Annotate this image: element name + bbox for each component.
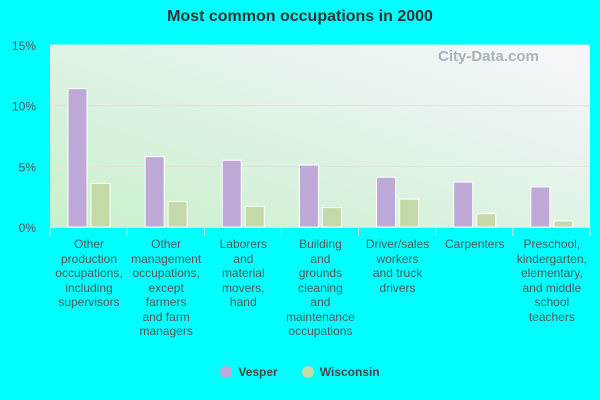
y-tick-label: 15% bbox=[12, 39, 36, 53]
x-category-label: Carpenters bbox=[437, 237, 513, 252]
bar-vesper bbox=[67, 88, 88, 228]
category-line: movers, bbox=[221, 280, 265, 295]
category-line: including bbox=[65, 280, 113, 295]
category-line: occupations, bbox=[132, 266, 200, 280]
legend-label: Wisconsin bbox=[319, 365, 380, 379]
category-line: Other bbox=[151, 237, 182, 251]
category-line: material bbox=[221, 266, 265, 280]
category-line: farmers bbox=[145, 295, 187, 309]
legend-item-vesper: Vesper bbox=[220, 365, 278, 379]
category-line: Laborers bbox=[219, 237, 267, 251]
category-line: and bbox=[310, 251, 331, 266]
category-line: occupations, bbox=[55, 266, 123, 280]
x-category-label: Driver/sales workers and truck drivers bbox=[360, 237, 436, 295]
y-tick-label: 10% bbox=[12, 100, 36, 114]
legend-swatch bbox=[301, 366, 314, 378]
legend-swatch bbox=[220, 366, 233, 378]
bar-wisconsin bbox=[321, 207, 342, 228]
bar-vesper bbox=[530, 186, 551, 228]
bar-vesper bbox=[144, 156, 165, 228]
x-category-label: Building and grounds cleaning and maintenance… bbox=[282, 237, 358, 339]
category-line: cleaning bbox=[298, 280, 343, 295]
legend-label: Vesper bbox=[238, 365, 278, 379]
x-category-label: Laborers and material movers, hand bbox=[205, 237, 281, 310]
category-line: grounds bbox=[298, 266, 343, 280]
category-line: drivers bbox=[379, 280, 416, 295]
category-line: teachers bbox=[528, 309, 575, 324]
bar-vesper bbox=[376, 176, 397, 228]
bar-vesper bbox=[298, 164, 319, 228]
bar-vesper bbox=[221, 159, 242, 228]
category-line: supervisors bbox=[58, 295, 120, 309]
plot-area bbox=[50, 45, 590, 227]
bar-wisconsin bbox=[90, 182, 111, 228]
category-line: production bbox=[60, 251, 118, 266]
bar-wisconsin bbox=[399, 198, 420, 228]
chart-title: Most common occupations in 2000 bbox=[167, 8, 433, 25]
bar-wisconsin bbox=[244, 205, 265, 228]
bar-vesper bbox=[453, 181, 474, 228]
category-line: and bbox=[310, 295, 331, 309]
category-line: managers bbox=[139, 324, 193, 338]
category-line: elementary, bbox=[520, 266, 583, 280]
x-category-label: Other production occupations, including supe… bbox=[51, 237, 127, 310]
category-line: maintenance bbox=[286, 309, 355, 324]
category-line: hand bbox=[229, 295, 257, 309]
legend-item-wisconsin: Wisconsin bbox=[301, 365, 380, 379]
category-line: except bbox=[148, 280, 184, 295]
category-line: and bbox=[233, 251, 254, 266]
category-line: occupations bbox=[288, 324, 353, 338]
category-line: management bbox=[131, 251, 202, 266]
category-line: Carpenters bbox=[445, 237, 505, 251]
watermark: City-Data.com bbox=[438, 48, 539, 65]
category-line: school bbox=[534, 295, 570, 309]
y-tick-label: 5% bbox=[19, 160, 37, 174]
category-line: and middle bbox=[522, 280, 582, 295]
category-line: Preschool, bbox=[523, 237, 581, 251]
category-line: Other bbox=[73, 237, 104, 251]
x-category-label: Other management occupations, except farmers… bbox=[128, 237, 204, 339]
bar-wisconsin bbox=[167, 201, 188, 228]
category-line: and truck bbox=[372, 266, 423, 280]
category-line: Driver/sales bbox=[365, 237, 430, 251]
x-category-label: Preschool, kindergarten, elementary, and mi… bbox=[514, 237, 590, 324]
bar-wisconsin bbox=[553, 220, 574, 228]
category-line: kindergarten, bbox=[516, 251, 587, 266]
y-tick-label: 0% bbox=[19, 221, 37, 235]
category-line: workers bbox=[376, 251, 419, 266]
legend: Vesper Wisconsin bbox=[0, 365, 600, 381]
category-line: Building bbox=[299, 237, 342, 251]
category-line: and farm bbox=[142, 309, 190, 324]
bar-wisconsin bbox=[476, 213, 497, 228]
